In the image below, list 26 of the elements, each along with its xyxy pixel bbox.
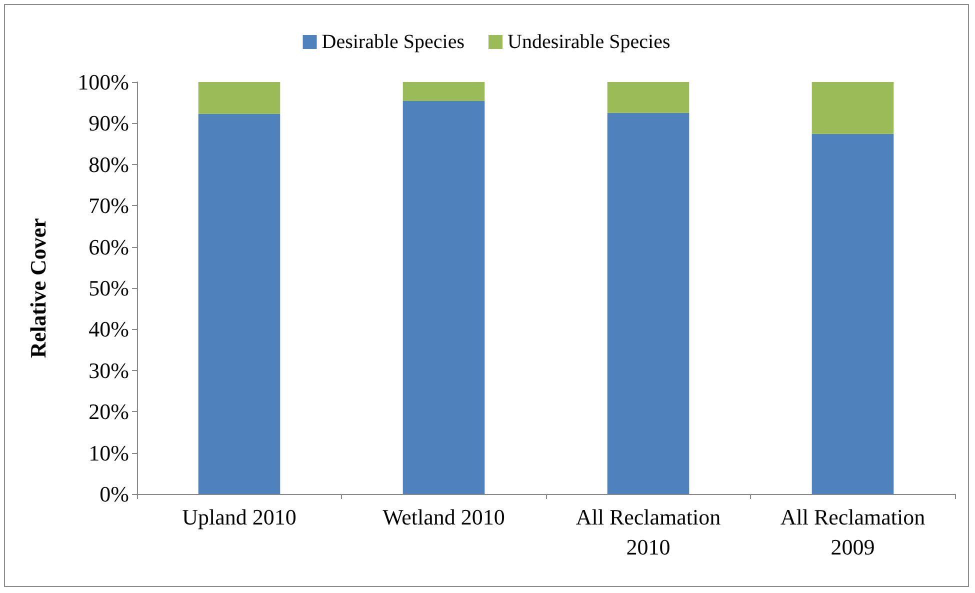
y-tick-label: 100% — [78, 70, 129, 94]
bar — [812, 82, 894, 134]
legend-label: Undesirable Species — [508, 31, 670, 53]
y-tick-label: 80% — [88, 152, 129, 177]
x-tick-label: All Reclamation 2010 — [576, 504, 721, 560]
y-axis-title: Relative Cover — [26, 218, 50, 358]
x-tick-label: All Reclamation 2009 — [780, 504, 926, 560]
y-tick-label: 20% — [88, 399, 129, 424]
bar — [198, 114, 280, 494]
bar — [607, 112, 690, 494]
x-tick-label: Upland 2010 — [182, 504, 296, 530]
y-tick-label: 60% — [88, 234, 129, 260]
bar — [402, 82, 485, 101]
bar — [402, 100, 485, 494]
y-tick-label: 50% — [88, 276, 129, 300]
y-tick-label: 0% — [100, 482, 129, 506]
y-tick-label: 70% — [88, 193, 129, 218]
legend-label: Desirable Species — [322, 31, 465, 53]
y-tick-label: 90% — [88, 110, 129, 136]
bar — [198, 82, 280, 114]
y-tick-label: 40% — [88, 316, 129, 342]
bar — [607, 82, 690, 113]
x-tick-label: Wetland 2010 — [382, 504, 505, 530]
y-tick-label: 10% — [88, 440, 129, 466]
y-tick-label: 30% — [88, 358, 129, 383]
bar — [812, 134, 894, 494]
